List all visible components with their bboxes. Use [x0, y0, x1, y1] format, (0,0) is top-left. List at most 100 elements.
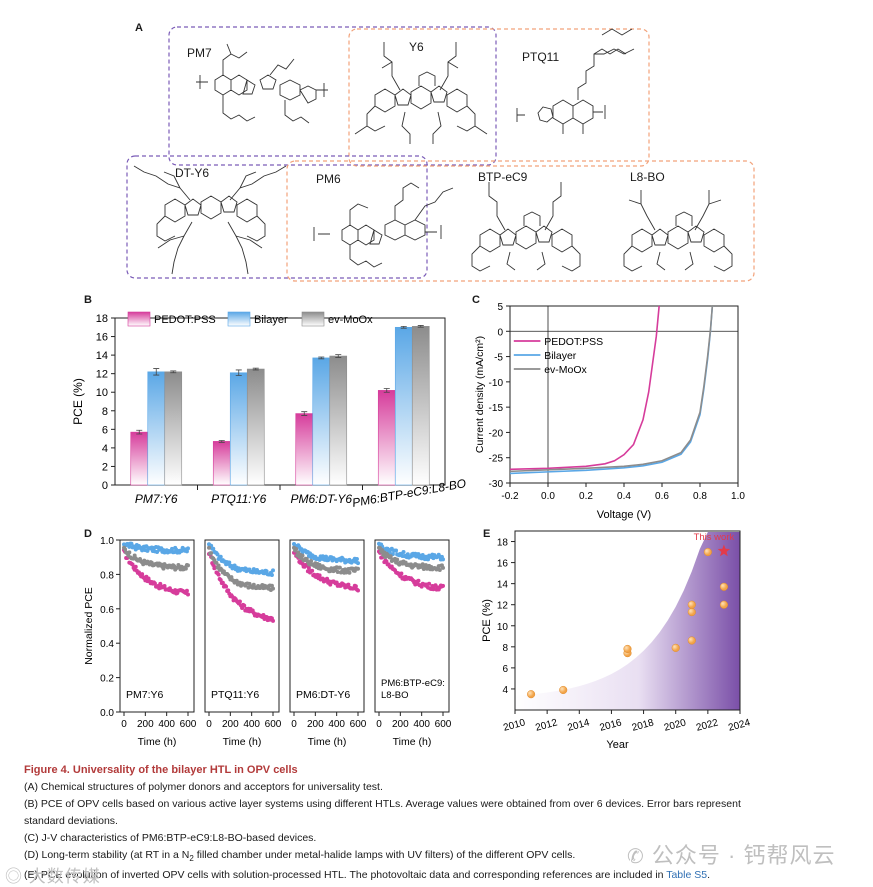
error-bar: [136, 429, 143, 435]
caption-b1: (B) PCE of OPV cells based on various ac…: [24, 798, 741, 810]
stability-point: [227, 560, 232, 565]
xlabel-d: Time (h): [393, 736, 432, 748]
ytick-label-b: 2: [102, 461, 108, 473]
xlabel-d: Time (h): [138, 736, 177, 748]
caption-d: (D) Long-term stability (at RT in a N2 f…: [24, 847, 854, 867]
stability-point: [394, 548, 399, 553]
xtick-label-e: 2012: [534, 717, 559, 733]
panel-d-letter: D: [84, 528, 92, 540]
stability-series-2: [122, 545, 190, 572]
error-bar: [383, 388, 390, 393]
stability-series-1: [377, 541, 445, 562]
stability-point: [183, 566, 188, 571]
xtick-label-e: 2016: [599, 717, 624, 733]
wechat-icon: ✆: [627, 846, 645, 868]
ytick-label-e: 8: [502, 643, 508, 654]
caption-a: (A) Chemical structures of polymer donor…: [24, 781, 383, 793]
watermark-right: ✆ 公众号 · 钙帮风云: [627, 838, 835, 870]
molecule-label-ptq11: PTQ11: [522, 50, 560, 64]
stability-point: [356, 588, 360, 593]
xtick-label-d: 400: [158, 719, 175, 730]
stability-point: [218, 554, 223, 559]
stability-point: [317, 573, 322, 578]
bar-ev-MoOx: [164, 371, 183, 486]
this-work-label: This work: [694, 532, 735, 543]
stability-point: [127, 550, 132, 555]
stability-point: [399, 571, 404, 576]
pce-evolution-chart: 4 6 8 10 12 14 16 18 2010 2012 2014 2016 2018 2020 202…: [481, 530, 752, 750]
error-bar: [301, 411, 308, 416]
xtick-label-c: 0.0: [541, 491, 555, 502]
legend-label-b: Bilayer: [254, 314, 288, 326]
ytick-label-b: 10: [96, 387, 108, 399]
legend-label-c: ev-MoOx: [544, 364, 587, 376]
this-work-star: [717, 544, 731, 557]
xtick-label-e: 2010: [502, 717, 527, 733]
stability-point: [416, 578, 421, 583]
plot-frame-e: [514, 530, 741, 711]
legend-label-c: Bilayer: [544, 350, 577, 362]
error-bar: [318, 356, 325, 360]
legend-label-b: ev-MoOx: [328, 314, 373, 326]
ytick-label-b: 4: [102, 443, 108, 455]
caption-e-pre: (E) PCE evolution of inverted OPV cells …: [24, 869, 667, 882]
xtick-label-d: 600: [350, 719, 367, 730]
stability-point: [216, 563, 221, 568]
stability-point: [384, 559, 389, 564]
panel-b-letter: B: [84, 294, 92, 306]
xtick-label-e: 2014: [566, 717, 591, 733]
caption-e-post: .: [707, 869, 711, 882]
stability-point: [420, 552, 425, 557]
stability-point: [186, 592, 190, 597]
xtick-label-c: 0.2: [579, 491, 593, 502]
stability-point: [401, 550, 406, 555]
panel-a-letter: A: [135, 22, 143, 34]
ytick-label-c: -10: [489, 378, 504, 389]
pce-bar-chart: 0 2 4 6 8 10 12 14 16 18 PCE (%) PM7:Y6 PTQ11:Y6 PM6:…: [71, 311, 467, 510]
xtick-label-c: -0.2: [501, 491, 519, 502]
stability-point: [441, 565, 445, 570]
stability-series-1: [122, 541, 190, 555]
ytick-label-b: 0: [102, 480, 108, 492]
stability-point: [310, 568, 315, 573]
table-s5-link[interactable]: Table S5: [666, 869, 708, 882]
xtick-label-e: 2022: [695, 717, 720, 733]
literature-point: [719, 600, 728, 609]
stability-series-1: [207, 542, 275, 577]
xtick-label-d: 400: [413, 719, 430, 730]
ytick-label-b: 14: [96, 350, 108, 362]
subplot-label-d: PTQ11:Y6: [211, 689, 259, 701]
stability-point: [133, 564, 138, 569]
legend-label-b: PEDOT:PSS: [154, 314, 216, 326]
ytick-label-e: 6: [502, 664, 508, 675]
ytick-label-d: 0.4: [100, 639, 114, 650]
xlabel-d: Time (h): [308, 736, 347, 748]
ytick-label-e: 18: [497, 538, 509, 549]
watermark-left: ◎ 大数传媒: [5, 862, 101, 887]
ytick-label-c: -25: [489, 454, 504, 465]
stability-point: [216, 572, 221, 577]
ytick-label-d: 0.0: [100, 708, 114, 719]
xtick-label-e: 2024: [727, 717, 752, 733]
bar-ev-MoOx: [329, 355, 348, 486]
ytick-label-b: 6: [102, 424, 108, 436]
error-bar: [170, 370, 177, 374]
stability-point: [271, 618, 275, 623]
xtick-label-d: 200: [222, 719, 239, 730]
caption-title: Figure 4. Universality of the bilayer HT…: [24, 764, 298, 776]
stability-point: [224, 584, 229, 589]
ylabel-e: PCE (%): [481, 599, 493, 642]
literature-point: [527, 690, 536, 699]
stability-point: [426, 557, 431, 562]
caption-b2: standard deviations.: [24, 815, 118, 827]
bar-Bilayer: [394, 326, 413, 486]
xtick-label-c: 0.6: [655, 491, 669, 502]
ytick-label-e: 14: [497, 580, 509, 591]
jv-curve-ev-MoOx: [509, 305, 714, 473]
stability-point: [184, 549, 189, 554]
molecule-label-pm6: PM6: [316, 172, 341, 186]
stability-point: [209, 551, 214, 556]
error-bar: [218, 440, 225, 443]
stability-point: [186, 563, 190, 568]
